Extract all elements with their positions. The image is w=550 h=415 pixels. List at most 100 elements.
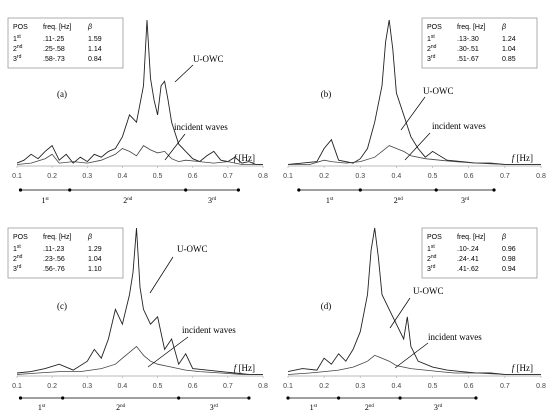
range-boundary-dot <box>286 396 290 400</box>
x-axis-label: f [Hz] <box>234 153 255 163</box>
table-cell: .25-.58 <box>43 46 65 53</box>
annotation-leader-line <box>389 297 411 329</box>
range-boundary-dot <box>184 188 188 192</box>
range-label: 2nd <box>394 196 404 205</box>
x-tick-label: 0.2 <box>47 173 57 180</box>
panel-label: (a) <box>57 89 67 99</box>
panel-a: 0.1 0.2 0.3 0.4 0.5 0.6 0.7 0.8 f [Hz] (a) U-OWC in… <box>7 17 268 205</box>
table-cell: 2nd <box>13 254 23 263</box>
x-tick-label: 0.5 <box>428 173 438 180</box>
table-header: β <box>501 24 506 31</box>
range-boundary-dot <box>492 188 496 192</box>
range-label: 3rd <box>208 196 217 205</box>
table-cell: 1.10 <box>88 266 102 273</box>
x-tick-label: 0.1 <box>283 383 293 390</box>
range-label: 1st <box>326 196 334 205</box>
x-tick-label: 0.5 <box>153 173 163 180</box>
table-cell: .51-.67 <box>457 56 479 63</box>
x-tick-label: 0.6 <box>464 383 474 390</box>
range-label: 2nd <box>116 403 126 412</box>
x-tick-label: 0.3 <box>355 173 365 180</box>
table-cell: 2nd <box>427 254 437 263</box>
range-label: 3rd <box>210 403 219 412</box>
x-tick-label: 0.5 <box>428 383 438 390</box>
table-cell: 3rd <box>427 54 436 63</box>
x-tick-label: 0.8 <box>536 173 546 180</box>
table-cell: 1.29 <box>88 246 102 253</box>
series-line-u-owc <box>16 227 263 375</box>
table-cell: 1.14 <box>88 46 102 53</box>
stats-table-box <box>7 227 124 279</box>
table-header: freq. [Hz] <box>43 234 71 241</box>
table-cell: .30-.51 <box>457 46 479 53</box>
table-header: POS <box>13 234 28 241</box>
table-cell: .58-.73 <box>43 56 65 63</box>
table-cell: .56-.76 <box>43 266 65 273</box>
table-cell: 0.84 <box>88 56 102 63</box>
range-boundary-dot <box>177 396 181 400</box>
x-tick-label: 0.6 <box>188 173 198 180</box>
x-tick-label: 0.4 <box>118 383 128 390</box>
table-header: freq. [Hz] <box>43 24 71 31</box>
series-line-u-owc <box>16 19 263 165</box>
table-cell: 3rd <box>13 54 22 63</box>
x-tick-label: 0.8 <box>258 383 268 390</box>
annotation-incident-waves: incident waves <box>428 332 482 342</box>
x-axis-label: f [Hz] <box>234 363 255 373</box>
x-axis-label: f [Hz] <box>512 363 533 373</box>
table-cell: 1.24 <box>502 36 516 43</box>
range-label: 1st <box>310 403 318 412</box>
table-cell: 3rd <box>13 264 22 273</box>
annotation-leader-line <box>149 256 174 294</box>
x-tick-label: 0.8 <box>258 173 268 180</box>
annotation-u-owc: U-OWC <box>413 286 444 296</box>
x-tick-label: 0.7 <box>223 173 233 180</box>
x-axis-label: f [Hz] <box>512 153 533 163</box>
table-header: POS <box>13 24 28 31</box>
range-boundary-dot <box>297 188 301 192</box>
x-tick-label: 0.4 <box>392 173 402 180</box>
range-boundary-dot <box>398 396 402 400</box>
annotation-incident-waves: incident waves <box>174 122 228 132</box>
x-tick-label: 0.8 <box>536 383 546 390</box>
table-cell: 2nd <box>427 44 437 53</box>
table-cell: 0.96 <box>502 246 516 253</box>
table-header: β <box>87 24 92 31</box>
table-header: POS <box>427 24 442 31</box>
table-cell: 1st <box>13 34 21 43</box>
range-label: 1st <box>41 196 49 205</box>
range-boundary-dot <box>434 188 438 192</box>
series-line-incident-waves <box>16 345 263 375</box>
annotation-incident-waves: incident waves <box>432 121 486 131</box>
x-tick-label: 0.3 <box>355 383 365 390</box>
panel-d: 0.1 0.2 0.3 0.4 0.5 0.6 0.7 0.8 f [Hz] (d) U-OWC in… <box>283 227 546 412</box>
annotation-leader-line <box>404 132 431 161</box>
table-cell: .24-.41 <box>457 256 479 263</box>
range-label: 3rd <box>434 403 443 412</box>
stats-table-box <box>7 17 124 69</box>
table-header: freq. [Hz] <box>457 234 485 241</box>
panel-label: (b) <box>321 89 332 99</box>
table-cell: 1st <box>427 244 435 253</box>
x-tick-label: 0.7 <box>223 383 233 390</box>
x-tick-label: 0.7 <box>500 383 510 390</box>
stats-table-box <box>421 17 538 69</box>
stats-table-box <box>421 227 538 279</box>
table-cell: .13-.30 <box>457 36 479 43</box>
x-tick-label: 0.2 <box>47 383 57 390</box>
table-cell: 1.59 <box>88 36 102 43</box>
table-header: POS <box>427 234 442 241</box>
x-tick-label: 0.5 <box>153 383 163 390</box>
annotation-u-owc: U-OWC <box>423 86 454 96</box>
x-tick-label: 0.3 <box>82 383 92 390</box>
table-header: freq. [Hz] <box>457 24 485 31</box>
range-boundary-dot <box>337 396 341 400</box>
x-tick-label: 0.6 <box>188 383 198 390</box>
x-tick-label: 0.1 <box>12 383 22 390</box>
range-boundary-dot <box>18 188 23 192</box>
annotation-leader-line <box>174 64 194 83</box>
panel-label: (d) <box>321 301 332 311</box>
annotation-incident-waves: incident waves <box>182 325 236 335</box>
table-cell: 1st <box>427 34 435 43</box>
